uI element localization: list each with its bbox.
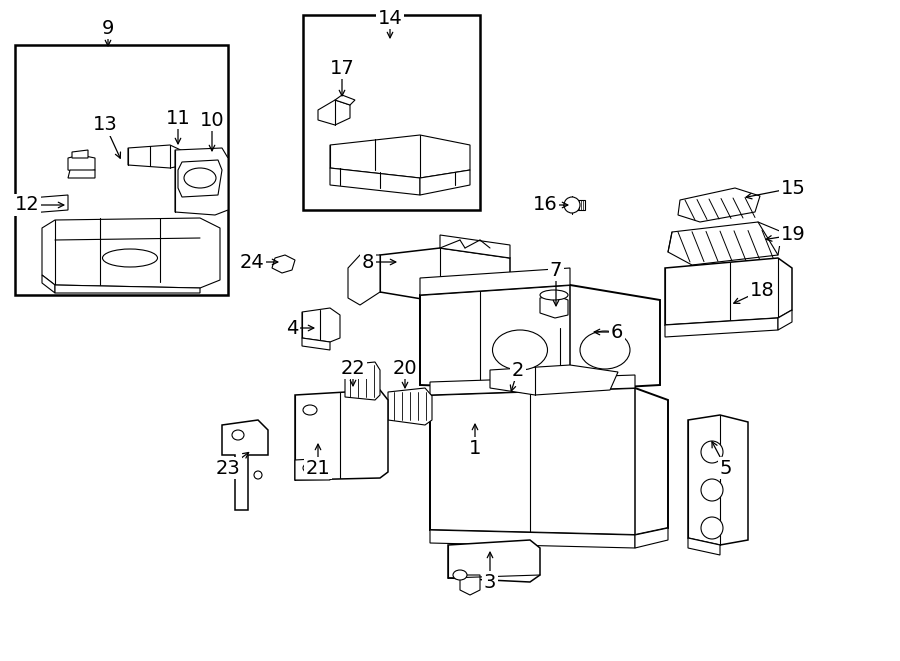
Bar bbox=[303, 15, 480, 210]
Text: 2: 2 bbox=[512, 360, 524, 379]
Polygon shape bbox=[330, 168, 420, 195]
Polygon shape bbox=[72, 150, 88, 158]
Polygon shape bbox=[30, 195, 68, 213]
Text: 3: 3 bbox=[484, 572, 496, 592]
Ellipse shape bbox=[492, 330, 547, 370]
Polygon shape bbox=[55, 285, 200, 293]
Ellipse shape bbox=[701, 479, 723, 501]
Text: 7: 7 bbox=[550, 260, 562, 280]
Ellipse shape bbox=[701, 517, 723, 539]
Text: 4: 4 bbox=[286, 319, 298, 338]
Polygon shape bbox=[688, 538, 720, 555]
Text: 9: 9 bbox=[102, 19, 114, 38]
Polygon shape bbox=[175, 148, 228, 215]
Text: 1: 1 bbox=[469, 438, 482, 457]
Text: 23: 23 bbox=[216, 459, 240, 477]
Polygon shape bbox=[128, 145, 185, 168]
Polygon shape bbox=[635, 528, 668, 548]
Polygon shape bbox=[490, 365, 618, 395]
Text: 15: 15 bbox=[780, 178, 806, 198]
Polygon shape bbox=[668, 222, 782, 265]
Polygon shape bbox=[68, 155, 95, 173]
Polygon shape bbox=[272, 255, 295, 273]
Polygon shape bbox=[42, 218, 220, 288]
Polygon shape bbox=[665, 318, 778, 337]
Polygon shape bbox=[430, 530, 635, 548]
Text: 12: 12 bbox=[14, 196, 40, 215]
Polygon shape bbox=[430, 375, 635, 395]
Polygon shape bbox=[575, 200, 585, 210]
Ellipse shape bbox=[303, 405, 317, 415]
Polygon shape bbox=[380, 248, 510, 302]
Polygon shape bbox=[295, 390, 388, 480]
Text: 10: 10 bbox=[200, 110, 224, 130]
Polygon shape bbox=[178, 160, 222, 197]
Text: 17: 17 bbox=[329, 59, 355, 77]
Polygon shape bbox=[348, 255, 380, 305]
Polygon shape bbox=[295, 458, 330, 480]
Polygon shape bbox=[678, 188, 760, 222]
Polygon shape bbox=[688, 415, 748, 545]
Ellipse shape bbox=[453, 570, 467, 580]
Polygon shape bbox=[420, 285, 660, 390]
Polygon shape bbox=[42, 275, 55, 293]
Bar bbox=[15, 45, 228, 295]
Polygon shape bbox=[460, 575, 480, 595]
Text: 21: 21 bbox=[306, 459, 330, 477]
Text: 14: 14 bbox=[378, 9, 402, 28]
Ellipse shape bbox=[103, 249, 158, 267]
Text: 22: 22 bbox=[340, 358, 365, 377]
Polygon shape bbox=[420, 170, 470, 195]
Polygon shape bbox=[440, 235, 510, 258]
Polygon shape bbox=[330, 135, 470, 178]
Ellipse shape bbox=[254, 471, 262, 479]
Text: 20: 20 bbox=[392, 358, 418, 377]
Text: 18: 18 bbox=[750, 280, 774, 299]
Text: 13: 13 bbox=[93, 116, 117, 134]
Polygon shape bbox=[420, 268, 570, 295]
Text: 6: 6 bbox=[611, 323, 623, 342]
Ellipse shape bbox=[303, 463, 317, 473]
Polygon shape bbox=[302, 308, 340, 342]
Polygon shape bbox=[665, 258, 792, 325]
Text: 8: 8 bbox=[362, 253, 374, 272]
Polygon shape bbox=[345, 362, 380, 400]
Ellipse shape bbox=[701, 441, 723, 463]
Polygon shape bbox=[388, 388, 432, 425]
Ellipse shape bbox=[184, 168, 216, 188]
Ellipse shape bbox=[232, 430, 244, 440]
Text: 5: 5 bbox=[720, 459, 733, 477]
Ellipse shape bbox=[540, 290, 568, 300]
Polygon shape bbox=[302, 338, 330, 350]
Text: 24: 24 bbox=[239, 253, 265, 272]
Text: 16: 16 bbox=[533, 196, 557, 215]
Text: 11: 11 bbox=[166, 108, 191, 128]
Text: 19: 19 bbox=[780, 225, 806, 245]
Polygon shape bbox=[430, 388, 668, 535]
Polygon shape bbox=[540, 295, 568, 318]
Polygon shape bbox=[448, 540, 540, 582]
Polygon shape bbox=[222, 420, 268, 510]
Polygon shape bbox=[318, 100, 350, 125]
Polygon shape bbox=[778, 310, 792, 330]
Ellipse shape bbox=[564, 197, 580, 213]
Polygon shape bbox=[68, 170, 95, 178]
Ellipse shape bbox=[580, 331, 630, 369]
Polygon shape bbox=[335, 95, 355, 105]
